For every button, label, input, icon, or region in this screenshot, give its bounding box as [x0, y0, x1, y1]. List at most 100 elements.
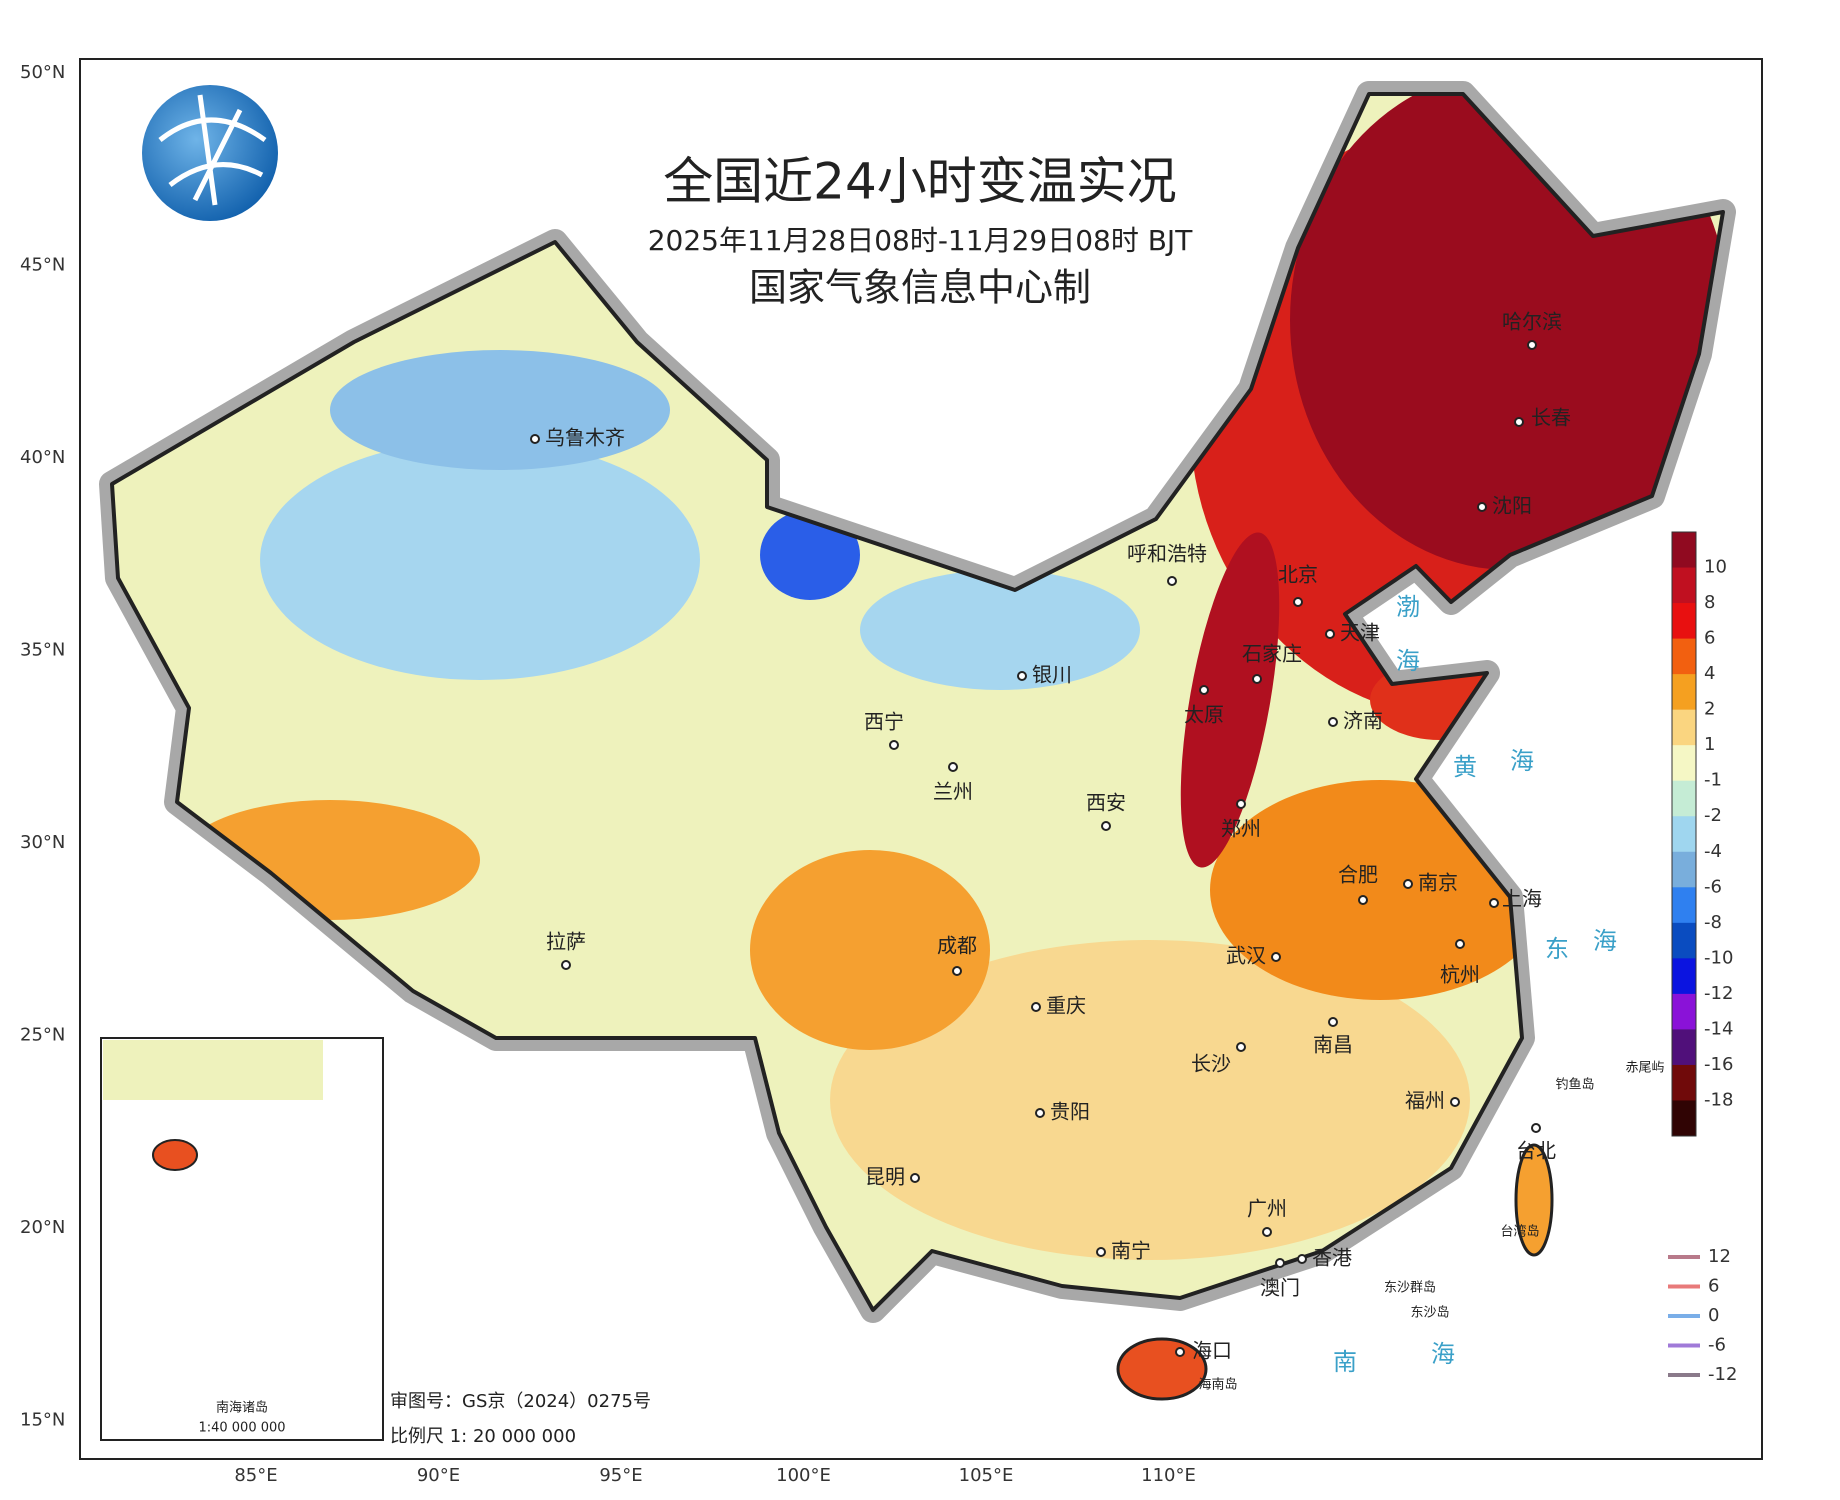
contour-legend-label: -6: [1708, 1335, 1726, 1356]
colorbar-label: 8: [1704, 592, 1715, 613]
city-label: 南昌: [1313, 1033, 1353, 1057]
city-dot: [1328, 717, 1338, 727]
city-label: 石家庄: [1242, 642, 1302, 666]
contour-legend-label: 0: [1708, 1305, 1719, 1326]
sea-label: 海: [1510, 747, 1534, 775]
colorbar-label: -18: [1704, 1089, 1733, 1110]
city-dot: [1017, 671, 1027, 681]
colorbar-label: -8: [1704, 912, 1722, 933]
city-dot: [1275, 1258, 1285, 1268]
longitude-label: 105°E: [959, 1465, 1014, 1486]
longitude-label: 110°E: [1141, 1465, 1196, 1486]
city-dot: [1199, 685, 1209, 695]
latitude-label: 45°N: [20, 255, 65, 276]
city-label: 广州: [1247, 1197, 1287, 1221]
city-label: 重庆: [1046, 994, 1086, 1018]
city-dot: [1358, 895, 1368, 905]
city-label: 上海: [1502, 887, 1542, 911]
producer: 国家气象信息中心制: [749, 266, 1091, 310]
city-label: 太原: [1184, 703, 1224, 727]
city-label: 呼和浩特: [1127, 542, 1207, 566]
city-dot: [1297, 1254, 1307, 1264]
city-label: 杭州: [1440, 963, 1480, 987]
contour-legend-label: -12: [1708, 1364, 1737, 1385]
city-label: 南宁: [1111, 1239, 1151, 1263]
colorbar-label: -16: [1704, 1054, 1733, 1075]
city-label: 福州: [1405, 1089, 1445, 1113]
colorbar-block: [1672, 1100, 1696, 1137]
sea-label: 东: [1545, 935, 1569, 963]
city-label: 拉萨: [546, 930, 586, 954]
city-dot: [1293, 597, 1303, 607]
place-label: 钓鱼岛: [1555, 1077, 1594, 1093]
latitude-label: 15°N: [20, 1410, 65, 1431]
colorbar-label: -6: [1704, 876, 1722, 897]
city-label: 乌鲁木齐: [545, 426, 625, 450]
colorbar-label: 1: [1704, 734, 1715, 755]
subtitle: 2025年11月28日08时-11月29日08时 BJT: [648, 224, 1194, 257]
city-dot: [1236, 1042, 1246, 1052]
city-dot: [1035, 1108, 1045, 1118]
city-label: 西宁: [864, 710, 904, 734]
city-label: 兰州: [933, 780, 973, 804]
colorbar-label: -1: [1704, 770, 1722, 791]
city-dot: [1325, 629, 1335, 639]
colorbar-label: -2: [1704, 805, 1722, 826]
colorbar-label: 10: [1704, 557, 1727, 578]
review-number: 审图号：GS京（2024）0275号: [390, 1391, 651, 1412]
colorbar-label: 6: [1704, 628, 1715, 649]
city-dot: [889, 740, 899, 750]
colorbar-block: [1672, 745, 1696, 782]
city-dot: [948, 762, 958, 772]
colorbar-block: [1672, 638, 1696, 675]
longitude-label: 95°E: [599, 1465, 642, 1486]
title: 全国近24小时变温实况: [663, 153, 1177, 211]
colorbar-label: -12: [1704, 983, 1733, 1004]
city-label: 武汉: [1226, 944, 1266, 968]
city-dot: [1101, 821, 1111, 831]
city-dot: [1477, 502, 1487, 512]
city-dot: [1262, 1227, 1272, 1237]
colorbar-label: -10: [1704, 947, 1733, 968]
latitude-label: 40°N: [20, 447, 65, 468]
logo-lines: [158, 94, 267, 206]
sea-label: 海: [1431, 1340, 1455, 1368]
city-dot: [952, 966, 962, 976]
city-label: 长春: [1531, 406, 1571, 430]
city-dot: [1236, 799, 1246, 809]
colorbar-block: [1672, 1064, 1696, 1101]
colorbar-block: [1672, 993, 1696, 1030]
city-dot: [530, 434, 540, 444]
city-dot: [1031, 1002, 1041, 1012]
city-label: 海口: [1192, 1339, 1232, 1363]
city-dot: [1455, 939, 1465, 949]
sea-label: 黄: [1453, 753, 1477, 781]
city-dot: [910, 1173, 920, 1183]
city-label: 北京: [1278, 563, 1318, 587]
place-label: 赤尾屿: [1625, 1061, 1664, 1076]
city-label: 南京: [1418, 871, 1458, 895]
city-label: 合肥: [1338, 863, 1378, 887]
contour-legend-label: 6: [1708, 1276, 1719, 1297]
city-dot: [1527, 340, 1537, 350]
inset-title: 南海诸岛: [216, 1400, 268, 1416]
latitude-label: 30°N: [20, 832, 65, 853]
city-label: 昆明: [865, 1165, 905, 1189]
city-dot: [1167, 576, 1177, 586]
place-label: 台湾岛: [1500, 1224, 1539, 1240]
city-label: 长沙: [1191, 1052, 1231, 1076]
longitude-label: 90°E: [417, 1465, 460, 1486]
city-dot: [1252, 674, 1262, 684]
city-label: 银川: [1032, 663, 1072, 687]
city-dot: [1096, 1247, 1106, 1257]
place-label: 东沙岛: [1410, 1305, 1449, 1321]
colorbar-block: [1672, 887, 1696, 924]
longitude-label: 85°E: [234, 1465, 277, 1486]
colorbar-label: -4: [1704, 841, 1722, 862]
colorbar-block: [1672, 780, 1696, 817]
colorbar-block: [1672, 603, 1696, 640]
inset-scale: 1:40 000 000: [198, 1421, 285, 1436]
city-dot: [1450, 1097, 1460, 1107]
map-scale: 比例尺 1: 20 000 000: [390, 1426, 576, 1447]
